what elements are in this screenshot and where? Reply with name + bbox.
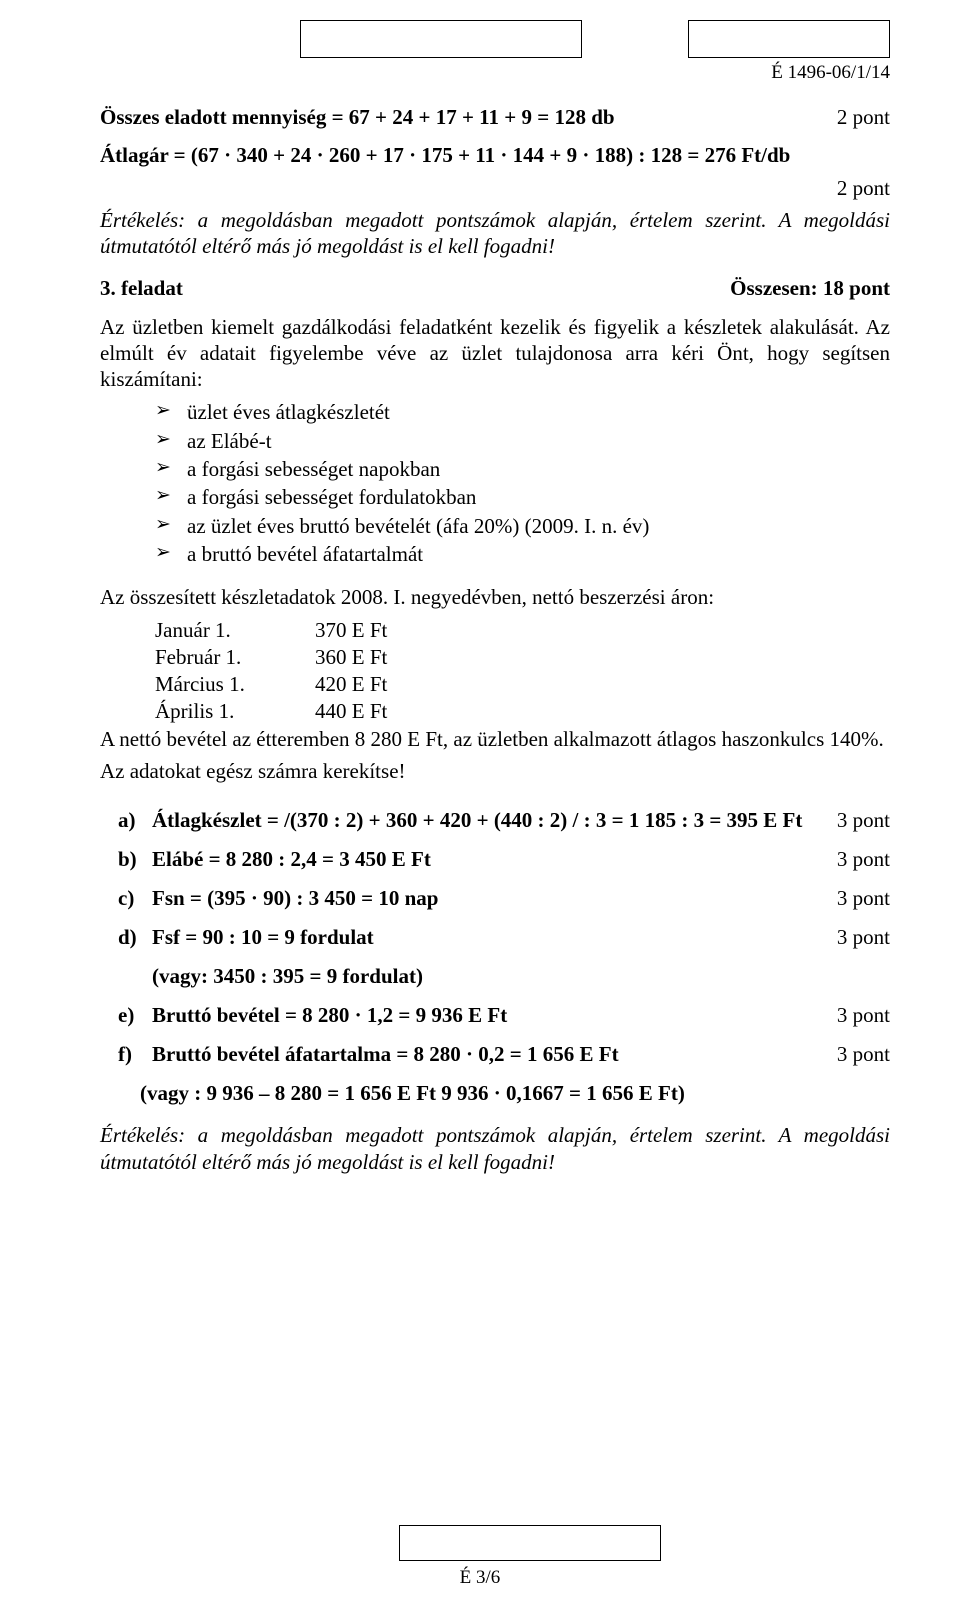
answer-tag: f) [118,1042,152,1067]
answer-text: Átlagkészlet = /(370 : 2) + 360 + 420 + … [152,808,837,833]
date-value: 360 E Ft [315,644,387,671]
bullet-item: üzlet éves átlagkészletét [155,398,890,426]
task3-label: 3. feladat [100,275,730,301]
answer-text: Elábé = 8 280 : 2,4 = 3 450 E Ft [152,847,837,872]
date-row: Január 1. 370 E Ft [155,617,890,644]
answer-tag: b) [118,847,152,872]
answer-points: 3 pont [837,1042,890,1067]
evaluation-note-1: Értékelés: a megoldásban megadott pontsz… [100,207,890,260]
document-page: É 1496-06/1/14 Összes eladott mennyiség … [0,0,960,1619]
bullet-item: a forgási sebességet napokban [155,455,890,483]
answer-points: 3 pont [837,1003,890,1028]
answer-row-e: e) Bruttó bevétel = 8 280 · 1,2 = 9 936 … [100,1003,890,1028]
bullet-item: a forgási sebességet fordulatokban [155,483,890,511]
answer-row-f: f) Bruttó bevétel áfatartalma = 8 280 · … [100,1042,890,1067]
data-section-title: Az összesített készletadatok 2008. I. ne… [100,584,890,610]
date-label: Április 1. [155,698,315,725]
answer-points: 3 pont [837,847,890,872]
total-qty-text: Összes eladott mennyiség = 67 + 24 + 17 … [100,104,837,130]
date-label: Február 1. [155,644,315,671]
line-total-qty: Összes eladott mennyiség = 67 + 24 + 17 … [100,104,890,136]
answer-d-alt: (vagy: 3450 : 395 = 9 fordulat) [152,964,890,989]
answer-tag: c) [118,886,152,911]
date-label: Január 1. [155,617,315,644]
avg-price-text: Átlagár = (67 · 340 + 24 · 260 + 17 · 17… [100,142,890,168]
bullet-item: az üzlet éves bruttó bevételét (áfa 20%)… [155,512,890,540]
answers-list: a) Átlagkészlet = /(370 : 2) + 360 + 420… [100,808,890,1106]
answer-row-a: a) Átlagkészlet = /(370 : 2) + 360 + 420… [100,808,890,833]
answer-tag: d) [118,925,152,950]
top-box-left [300,20,582,58]
answer-text: Fsf = 90 : 10 = 9 fordulat [152,925,837,950]
bottom-box [399,1525,661,1561]
bullet-item: a bruttó bevétel áfatartalmát [155,540,890,568]
date-row: Február 1. 360 E Ft [155,644,890,671]
answer-text: Fsn = (395 · 90) : 3 450 = 10 nap [152,886,837,911]
top-box-row [100,20,890,58]
top-box-right [688,20,890,58]
answer-text: Bruttó bevétel = 8 280 · 1,2 = 9 936 E F… [152,1003,837,1028]
date-label: Március 1. [155,671,315,698]
bottom-box-row [0,1525,960,1561]
answer-row-d: d) Fsf = 90 : 10 = 9 fordulat 3 pont [100,925,890,950]
date-value: 440 E Ft [315,698,387,725]
task3-header: 3. feladat Összesen: 18 pont [100,275,890,307]
dates-block: Január 1. 370 E Ft Február 1. 360 E Ft M… [155,617,890,726]
header-code: É 1496-06/1/14 [100,62,890,84]
bullet-item: az Elábé-t [155,427,890,455]
answer-f-alt: (vagy : 9 936 – 8 280 = 1 656 E Ft 9 936… [140,1081,890,1106]
date-row: Április 1. 440 E Ft [155,698,890,725]
answer-points: 3 pont [837,808,890,833]
data-note-2: Az adatokat egész számra kerekítse! [100,758,890,784]
task3-description: Az üzletben kiemelt gazdálkodási feladat… [100,314,890,393]
page-number: É 3/6 [0,1567,960,1589]
answer-points: 3 pont [837,925,890,950]
date-value: 370 E Ft [315,617,387,644]
answer-tag: e) [118,1003,152,1028]
answer-text: Bruttó bevétel áfatartalma = 8 280 · 0,2… [152,1042,837,1067]
page-footer: É 3/6 [0,1525,960,1589]
total-qty-points: 2 pont [837,104,890,130]
answer-points: 3 pont [837,886,890,911]
date-row: Március 1. 420 E Ft [155,671,890,698]
answer-row-b: b) Elábé = 8 280 : 2,4 = 3 450 E Ft 3 po… [100,847,890,872]
answer-row-c: c) Fsn = (395 · 90) : 3 450 = 10 nap 3 p… [100,886,890,911]
evaluation-note-2: Értékelés: a megoldásban megadott pontsz… [100,1122,890,1175]
task3-points: Összesen: 18 pont [730,275,890,301]
answer-tag: a) [118,808,152,833]
avg-price-points: 2 pont [100,175,890,201]
date-value: 420 E Ft [315,671,387,698]
data-note-1: A nettó bevétel az étteremben 8 280 E Ft… [100,726,890,752]
task3-bullet-list: üzlet éves átlagkészletét az Elábé-t a f… [155,398,890,568]
